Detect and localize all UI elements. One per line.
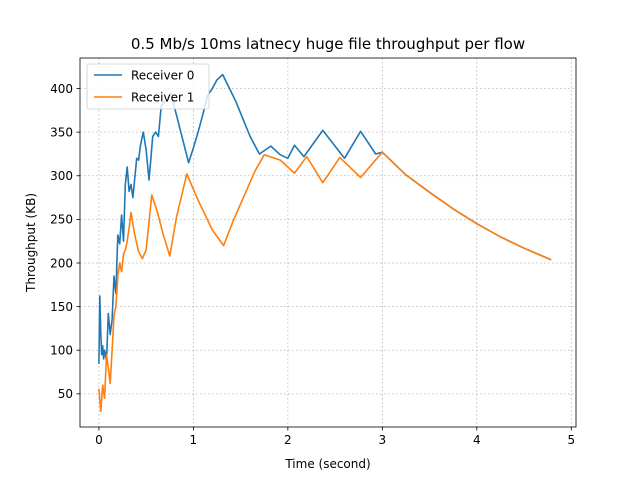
y-tick-label: 200: [50, 256, 73, 270]
x-ticks: 0 1 2 3 4 5: [95, 427, 575, 447]
x-tick-label: 5: [567, 433, 575, 447]
y-axis-label: Throughput (KB): [24, 193, 38, 293]
legend-label-receiver-0: Receiver 0: [131, 69, 194, 83]
y-tick-label: 400: [50, 82, 73, 96]
y-tick-label: 150: [50, 300, 73, 314]
y-tick-label: 250: [50, 213, 73, 227]
y-tick-label: 100: [50, 344, 73, 358]
x-tick-label: 0: [95, 433, 103, 447]
chart-title: 0.5 Mb/s 10ms latnecy huge file throughp…: [131, 35, 525, 53]
x-tick-label: 3: [379, 433, 387, 447]
y-tick-label: 50: [58, 387, 73, 401]
y-ticks: 50 100 150 200 250 300 350 400: [50, 82, 80, 401]
legend-label-receiver-1: Receiver 1: [131, 91, 194, 105]
series-layer: [98, 73, 552, 413]
y-tick-label: 300: [50, 169, 73, 183]
x-tick-label: 4: [473, 433, 481, 447]
x-tick-label: 1: [190, 433, 198, 447]
plot-frame: [79, 57, 577, 428]
gridlines: [80, 58, 576, 427]
legend: Receiver 0 Receiver 1: [86, 63, 210, 110]
x-axis-label: Time (second): [284, 457, 370, 471]
series-line-receiver-0: [98, 73, 552, 365]
x-tick-label: 2: [284, 433, 292, 447]
series-line-receiver-1: [98, 151, 552, 413]
y-tick-label: 350: [50, 125, 73, 139]
